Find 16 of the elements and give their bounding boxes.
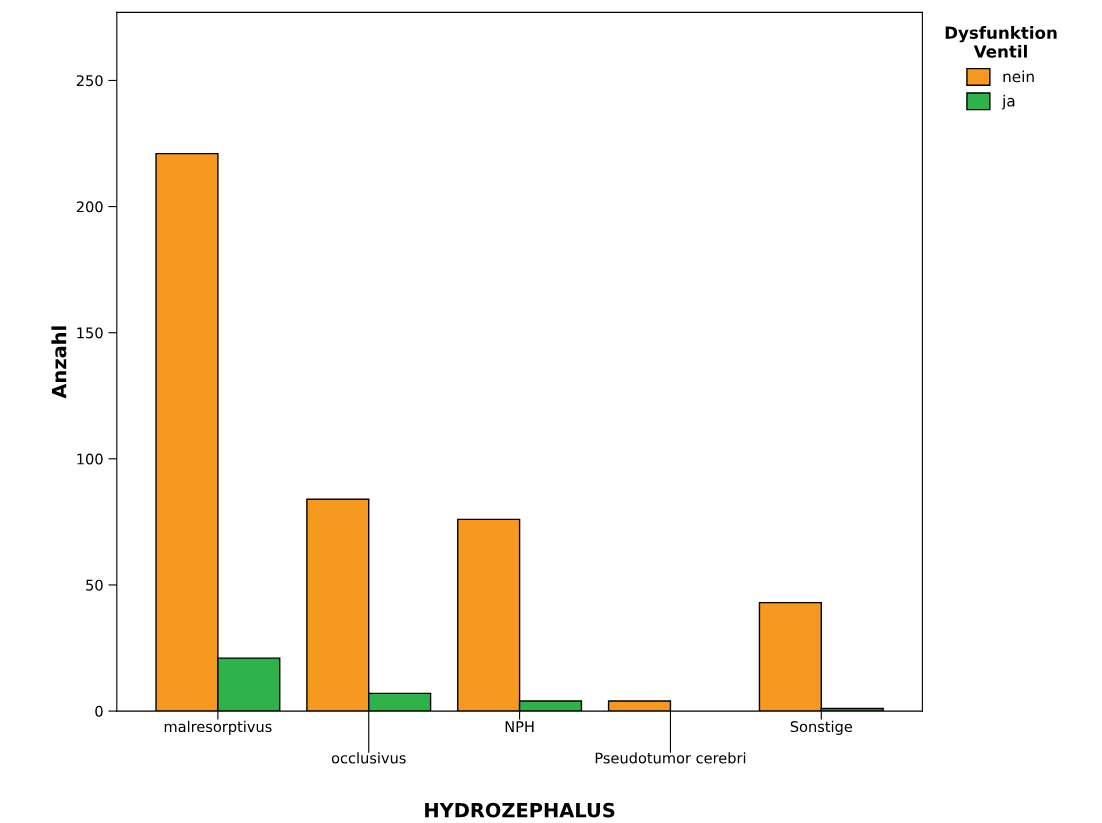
x-tick-label: malresorptivus xyxy=(164,720,272,735)
y-tick-label: 50 xyxy=(86,579,103,591)
y-tick-label: 0 xyxy=(95,705,103,717)
y-tick-label: 150 xyxy=(77,327,103,339)
legend-label: nein xyxy=(1003,70,1034,83)
x-axis-title: HYDROZEPHALUS xyxy=(425,802,615,818)
y-axis-title: Anzahl xyxy=(51,326,67,399)
y-tick-label: 250 xyxy=(76,75,103,87)
legend-title: Dysfunktion Ventil xyxy=(945,26,1057,58)
legend-label: ja xyxy=(1001,94,1015,110)
x-tick-label: Sonstige xyxy=(790,720,853,735)
y-tick-label: 200 xyxy=(76,201,103,213)
y-tick-label: 100 xyxy=(77,453,103,465)
x-tick-label: occlusivus xyxy=(331,752,406,764)
x-tick-label: Pseudotumor cerebri xyxy=(595,752,746,764)
x-tick-label: NPH xyxy=(505,721,534,732)
